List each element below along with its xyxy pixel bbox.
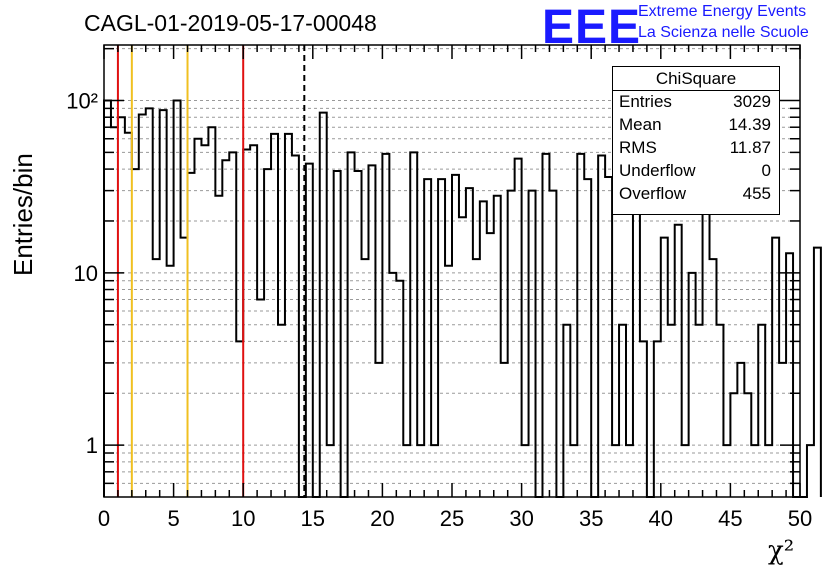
stats-row-underflow: Underflow 0 [619,161,771,183]
y-tick-label: 1 [86,433,98,458]
stats-value: 0 [761,161,771,180]
y-tick-label: 10 [74,261,98,286]
x-tick-label: 35 [579,506,603,531]
x-tick-label: 10 [231,506,255,531]
x-tick-label: 25 [440,506,464,531]
y-tick-label: 10² [66,89,98,114]
stats-title: ChiSquare [655,69,737,88]
y-axis-label: Entries/bin [8,153,38,276]
stats-key: Mean [619,115,662,134]
x-tick-label: 20 [370,506,394,531]
x-tick-label: 40 [649,506,673,531]
histogram-series [103,99,822,498]
eee-logo: EEE [542,1,642,54]
stats-divider [613,90,779,91]
chart-title: CAGL-01-2019-05-17-00048 [84,10,377,36]
x-tick-label: 50 [788,506,812,531]
stats-row-mean: Mean 14.39 [619,115,771,137]
stats-box: ChiSquare Entries 3029 Mean 14.39 RMS 11… [612,66,780,215]
stats-row-rms: RMS 11.87 [619,138,771,160]
stats-key: RMS [619,138,657,157]
x-tick-label: 0 [98,506,110,531]
stats-value: 3029 [733,92,771,111]
logo-line-2: La Scienza nelle Scuole [638,24,809,41]
x-tick-label: 45 [718,506,742,531]
stats-row-overflow: Overflow 455 [619,184,771,206]
stats-key: Entries [619,92,672,111]
x-tick-label: 15 [301,506,325,531]
stats-key: Underflow [619,161,696,180]
x-axis-label: χ² [768,536,795,566]
x-tick-label: 5 [167,506,179,531]
logo-line-1: Extreme Energy Events [638,3,807,20]
stats-value: 11.87 [729,138,771,157]
stats-value: 14.39 [728,115,771,134]
stats-key: Overflow [619,184,687,203]
x-tick-label: 30 [509,506,533,531]
stats-value: 455 [742,184,771,203]
stats-row-entries: Entries 3029 [619,92,771,114]
